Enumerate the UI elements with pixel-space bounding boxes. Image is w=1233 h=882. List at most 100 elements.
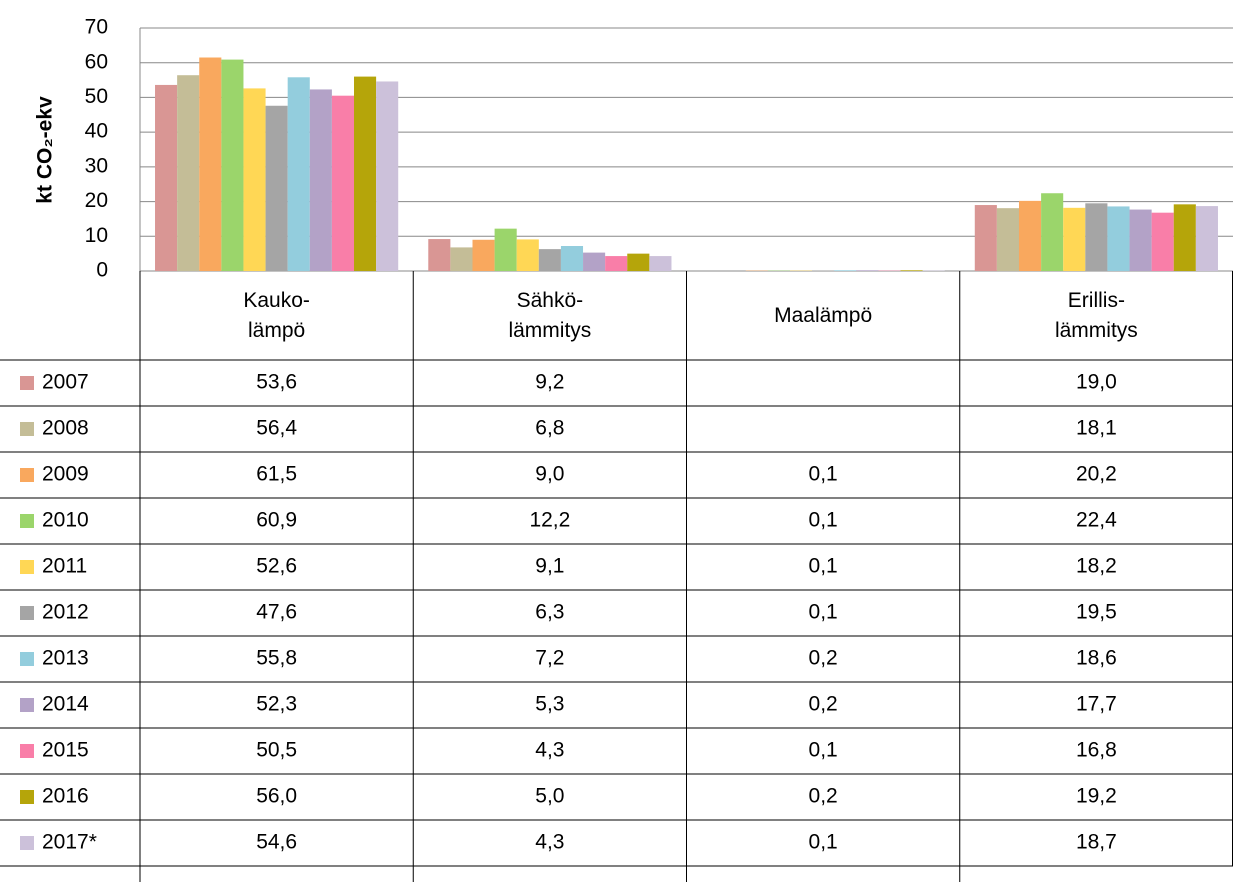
table-value: 0,1 <box>809 555 838 578</box>
legend-label: 2016 <box>42 785 89 808</box>
x-tick-label: Kauko- lämpö <box>243 288 310 342</box>
table-value: 47,6 <box>256 601 297 624</box>
table-value: 9,1 <box>535 555 564 578</box>
table-value: 19,0 <box>1076 371 1117 394</box>
table-value: 9,2 <box>535 371 564 394</box>
table-value: 9,0 <box>535 463 564 486</box>
table-value: 12,2 <box>529 509 570 532</box>
legend-label: 2011 <box>42 555 87 578</box>
table-value: 7,2 <box>535 647 564 670</box>
bar <box>1041 193 1064 271</box>
legend-label: 2015 <box>42 739 89 762</box>
y-axis-label: kt CO₂-ekv <box>34 96 57 204</box>
y-tick-label: 30 <box>85 154 108 177</box>
bar <box>560 246 584 271</box>
bar <box>428 239 451 271</box>
bar <box>331 95 355 271</box>
table-value: 0,1 <box>809 509 838 532</box>
bar <box>199 57 222 271</box>
table-value: 16,8 <box>1076 739 1117 762</box>
legend-label: 2010 <box>42 509 89 532</box>
bar <box>834 270 857 271</box>
legend-swatch <box>20 514 34 528</box>
legend-swatch <box>20 836 34 850</box>
bar <box>627 253 650 271</box>
bar <box>1173 204 1196 271</box>
legend-swatch <box>20 790 34 804</box>
table-value: 60,9 <box>256 509 297 532</box>
x-tick-label: Sähkö- lämmitys <box>508 288 592 342</box>
table-value: 18,2 <box>1076 555 1117 578</box>
bar <box>1085 203 1108 271</box>
legend-swatch <box>20 376 34 390</box>
table-value: 56,4 <box>256 417 297 440</box>
bar <box>265 105 288 271</box>
bar <box>974 205 997 271</box>
y-tick-label: 50 <box>85 85 108 108</box>
bar <box>287 77 310 272</box>
bar <box>376 81 399 272</box>
table-value: 5,3 <box>535 693 564 716</box>
bar <box>472 239 495 271</box>
table-value: 18,7 <box>1076 831 1117 854</box>
table-value: 17,7 <box>1076 693 1117 716</box>
table-value: 0,2 <box>809 693 838 716</box>
legend-label: 2009 <box>42 463 89 486</box>
table-value: 53,6 <box>256 371 297 394</box>
table-value: 61,5 <box>256 463 297 486</box>
table-value: 0,2 <box>809 785 838 808</box>
y-tick-label: 40 <box>85 120 108 143</box>
table-value: 52,6 <box>256 555 297 578</box>
table-value: 0,2 <box>809 647 838 670</box>
bar <box>996 208 1019 271</box>
bar <box>221 59 244 272</box>
legend-swatch <box>20 698 34 712</box>
y-tick-label: 0 <box>96 259 108 282</box>
bar <box>450 247 473 271</box>
table-value: 20,2 <box>1076 463 1117 486</box>
table-value: 6,3 <box>535 601 564 624</box>
bar <box>155 84 178 271</box>
bar <box>1018 200 1042 271</box>
table-value: 18,6 <box>1076 647 1117 670</box>
table-value: 0,1 <box>809 463 838 486</box>
bar <box>583 252 606 271</box>
bar <box>1063 207 1086 271</box>
table-value: 0,1 <box>809 601 838 624</box>
y-tick-label: 20 <box>85 189 108 212</box>
legend-swatch <box>20 422 34 436</box>
bar <box>516 239 539 271</box>
bar <box>605 256 628 271</box>
table-value: 6,8 <box>535 417 564 440</box>
table-value: 22,4 <box>1076 509 1117 532</box>
bar <box>900 270 923 271</box>
table-value: 54,6 <box>256 831 297 854</box>
table-value: 0,1 <box>809 831 838 854</box>
legend-label: 2008 <box>42 417 89 440</box>
legend-label: 2012 <box>42 601 89 624</box>
legend-label: 2014 <box>42 693 89 716</box>
table-value: 5,0 <box>535 785 564 808</box>
y-tick-label: 70 <box>85 16 108 39</box>
table-value: 50,5 <box>256 739 297 762</box>
table-value: 56,0 <box>256 785 297 808</box>
bar <box>1107 206 1130 271</box>
legend-swatch <box>20 468 34 482</box>
bar <box>1195 206 1218 271</box>
legend-label: 2017* <box>42 831 97 854</box>
bar <box>309 89 332 272</box>
x-tick-label: Maalämpö <box>774 303 873 327</box>
bar <box>538 249 561 271</box>
x-tick-label: Erillis- lämmitys <box>1054 288 1138 342</box>
y-tick-label: 10 <box>85 224 108 247</box>
bar <box>177 75 200 271</box>
bar <box>243 88 266 271</box>
bar <box>494 228 517 271</box>
legend-swatch <box>20 744 34 758</box>
bar <box>1129 209 1152 271</box>
table-value: 55,8 <box>256 647 297 670</box>
table-value: 52,3 <box>256 693 297 716</box>
table-value: 18,1 <box>1076 417 1117 440</box>
